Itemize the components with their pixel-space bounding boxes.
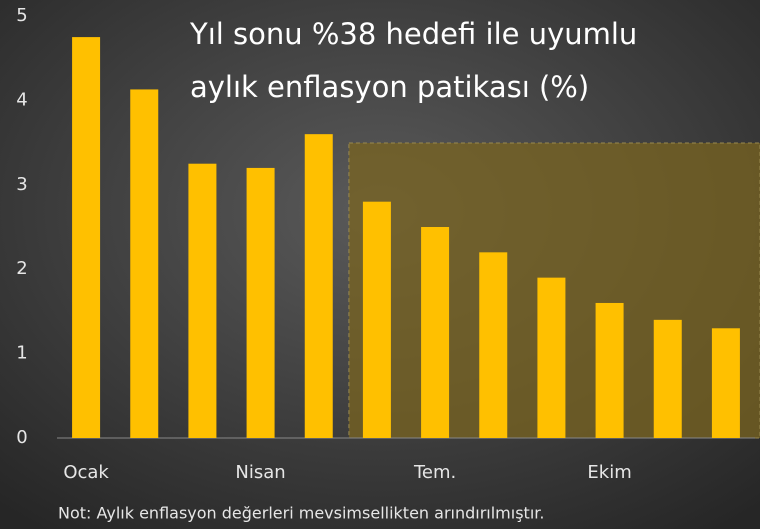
x-tick-label: Ocak [63,462,109,483]
y-tick-label: 3 [16,174,27,195]
bar [304,134,333,438]
y-tick-label: 0 [16,427,27,448]
x-tick-label: Nisan [235,462,285,483]
y-tick-label: 5 [16,5,27,26]
x-tick-label: Ekim [587,462,631,483]
bar [595,302,624,438]
bar [653,319,682,438]
bar [362,201,391,438]
x-tick-label: Tem. [413,462,456,483]
note: Not: Aylık enflasyon değerleri mevsimsel… [58,504,544,523]
bar [711,328,740,438]
chart-title: Yıl sonu %38 hedefi ile uyumlu [189,17,637,51]
bar [421,227,450,438]
bar [130,89,159,438]
y-tick-label: 4 [16,89,27,110]
bar [188,163,217,438]
y-tick-label: 2 [16,258,27,279]
bar [246,167,275,439]
y-tick-label: 1 [16,343,27,364]
chart-title: aylık enflasyon patikası (%) [190,70,589,104]
bar [479,252,508,438]
bar [537,277,566,438]
bar [72,37,101,438]
